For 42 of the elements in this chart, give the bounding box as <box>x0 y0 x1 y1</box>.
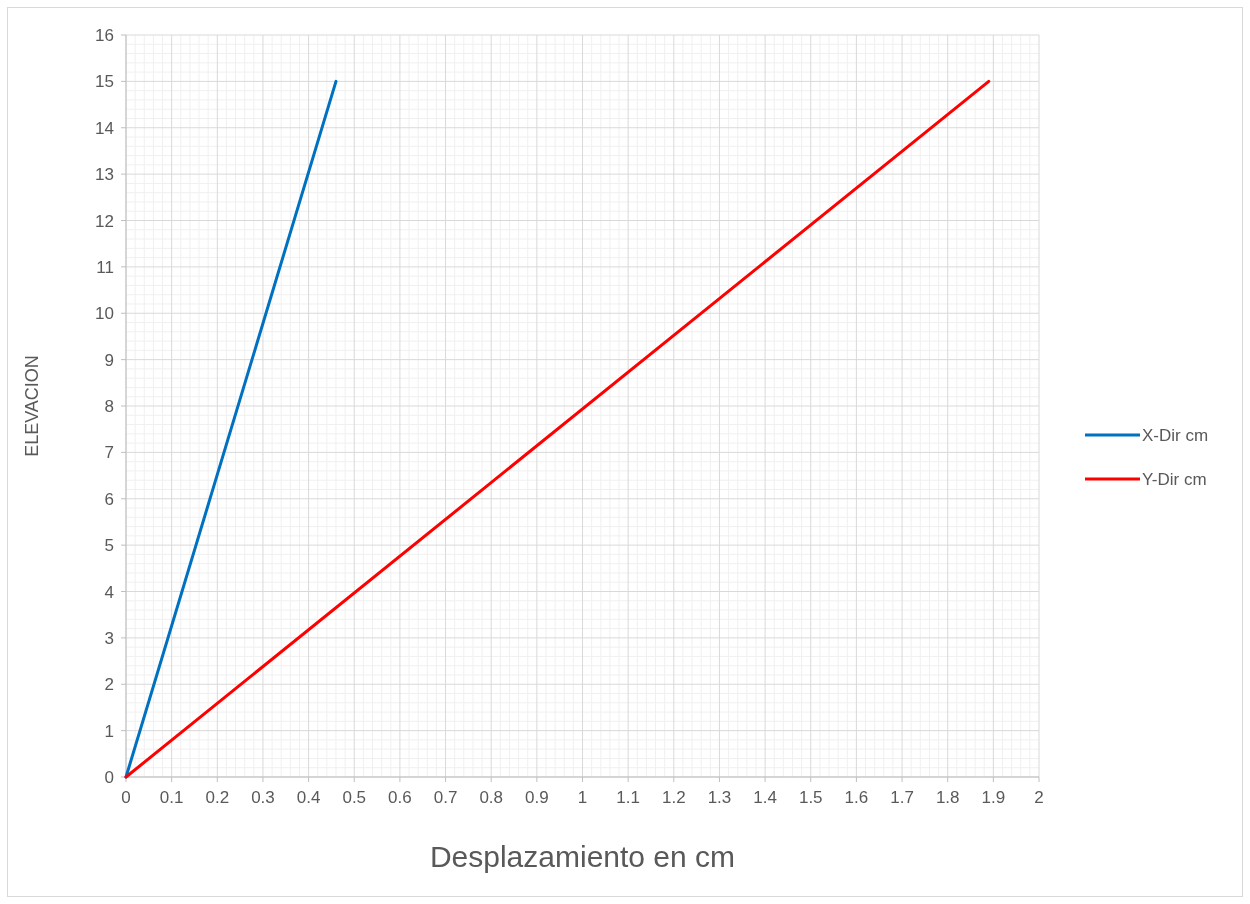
y-tick-label: 5 <box>104 536 114 556</box>
x-tick-label: 0 <box>121 788 131 807</box>
y-tick-label: 4 <box>104 582 114 602</box>
x-tick-label: 1 <box>577 788 588 807</box>
x-axis-title: Desplazamiento en cm <box>429 840 736 873</box>
x-tick-label: 1.6 <box>844 788 869 807</box>
x-tick-label: 1.4 <box>753 788 777 807</box>
x-tick-label: 1.8 <box>935 788 960 807</box>
legend-label: X-Dir cm <box>1142 426 1209 445</box>
x-tick-label: 0.4 <box>296 788 321 807</box>
x-tick-label: 0.7 <box>433 788 458 807</box>
y-tick-label: 0 <box>104 768 114 787</box>
y-tick-label: 1 <box>104 721 114 741</box>
y-tick-label: 15 <box>95 72 114 92</box>
x-tick-label: 1.7 <box>890 788 914 807</box>
y-tick-label: 11 <box>96 257 114 277</box>
y-axis-title: ELEVACION <box>22 355 42 457</box>
y-tick-label: 9 <box>104 350 114 370</box>
y-tick-label: 6 <box>104 489 114 509</box>
x-tick-label: 0.9 <box>525 788 549 807</box>
x-tick-label: 0.8 <box>479 788 504 807</box>
x-tick-label: 0.1 <box>159 788 184 807</box>
x-tick-label: 1.5 <box>798 788 823 807</box>
y-tick-label: 2 <box>104 675 114 695</box>
y-tick-label: 12 <box>95 211 114 231</box>
x-tick-label: 2 <box>1034 788 1044 807</box>
x-tick-label: 1.9 <box>981 788 1006 807</box>
y-tick-label: 13 <box>95 165 114 185</box>
x-tick-label: 0.2 <box>205 788 230 807</box>
x-tick-label: 0.5 <box>342 788 367 807</box>
y-tick-label: 3 <box>104 628 114 648</box>
y-tick-label: 16 <box>95 26 114 45</box>
y-tick-label: 10 <box>95 304 114 324</box>
x-tick-label: 1.3 <box>707 788 732 807</box>
x-tick-label: 0.6 <box>388 788 412 807</box>
x-tick-label: 1.2 <box>661 788 686 807</box>
y-tick-label: 14 <box>95 118 114 138</box>
legend-label: Y-Dir cm <box>1142 470 1207 489</box>
x-tick-label: 0.3 <box>251 788 275 807</box>
y-tick-label: 7 <box>104 443 114 463</box>
y-tick-label: 8 <box>104 397 114 416</box>
x-tick-label: 1.1 <box>616 788 640 807</box>
